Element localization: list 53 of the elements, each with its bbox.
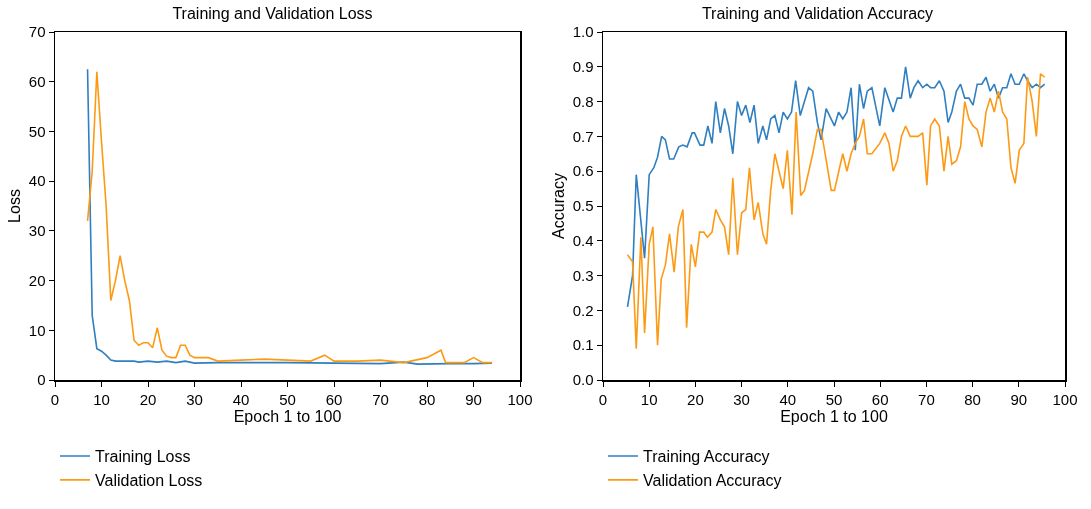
x-tick-label: 50 xyxy=(825,390,843,408)
y-tick-label: 1.0 xyxy=(572,23,594,41)
y-tick-label: 40 xyxy=(28,172,46,190)
y-tick-label: 50 xyxy=(28,122,46,140)
x-tick-label: 0 xyxy=(50,390,60,408)
y-tick-label: 0.3 xyxy=(572,266,594,284)
y-tick-label: 20 xyxy=(28,271,46,289)
x-tick-label: 80 xyxy=(964,390,981,408)
legend-label: Validation Loss xyxy=(95,472,203,490)
x-axis-title: Epoch 1 to 100 xyxy=(233,407,342,425)
x-axis-title: Epoch 1 to 100 xyxy=(780,407,888,425)
x-tick-label: 50 xyxy=(279,390,296,408)
x-tick-label: 90 xyxy=(1010,390,1028,408)
x-tick-label: 60 xyxy=(325,390,343,408)
x-tick-label: 60 xyxy=(871,390,889,408)
legend-label: Training Loss xyxy=(95,448,191,466)
chart-title: Training and Validation Accuracy xyxy=(701,4,934,22)
y-tick-label: 0.1 xyxy=(572,336,594,354)
x-tick-label: 80 xyxy=(418,390,436,408)
x-tick-label: 40 xyxy=(232,390,250,408)
y-tick-label: 0.6 xyxy=(572,162,594,180)
legend-label: Training Accuracy xyxy=(643,448,770,466)
y-tick-label: 70 xyxy=(28,23,46,41)
y-tick-label: 30 xyxy=(28,222,46,240)
x-tick-label: 0 xyxy=(598,390,608,408)
x-tick-label: 100 xyxy=(1052,390,1078,408)
y-tick-label: 0 xyxy=(37,371,46,389)
x-tick-label: 30 xyxy=(733,390,750,408)
y-axis-title: Loss xyxy=(5,189,23,223)
x-tick-label: 20 xyxy=(687,390,704,408)
legend-label: Validation Accuracy xyxy=(643,472,782,490)
x-tick-label: 40 xyxy=(779,390,797,408)
y-tick-label: 0.0 xyxy=(572,371,594,389)
y-axis-title: Accuracy xyxy=(549,173,567,239)
x-tick-label: 70 xyxy=(372,390,389,408)
y-tick-label: 60 xyxy=(28,72,46,90)
y-tick-label: 0.8 xyxy=(572,92,594,110)
x-tick-label: 20 xyxy=(139,390,157,408)
chart-title: Training and Validation Loss xyxy=(172,4,373,22)
y-tick-label: 0.5 xyxy=(572,197,594,215)
x-tick-label: 30 xyxy=(186,390,203,408)
line-series xyxy=(626,72,1046,350)
x-tick-label: 100 xyxy=(507,390,533,408)
line-series xyxy=(626,66,1046,308)
x-tick-label: 10 xyxy=(93,390,110,408)
x-tick-label: 70 xyxy=(918,390,935,408)
y-tick-label: 0.2 xyxy=(572,301,594,319)
y-tick-label: 10 xyxy=(28,321,46,339)
x-tick-label: 10 xyxy=(640,390,658,408)
y-tick-label: 0.9 xyxy=(572,58,594,76)
y-tick-label: 0.7 xyxy=(572,127,594,145)
y-tick-label: 0.4 xyxy=(572,232,594,250)
x-tick-label: 90 xyxy=(465,390,482,408)
